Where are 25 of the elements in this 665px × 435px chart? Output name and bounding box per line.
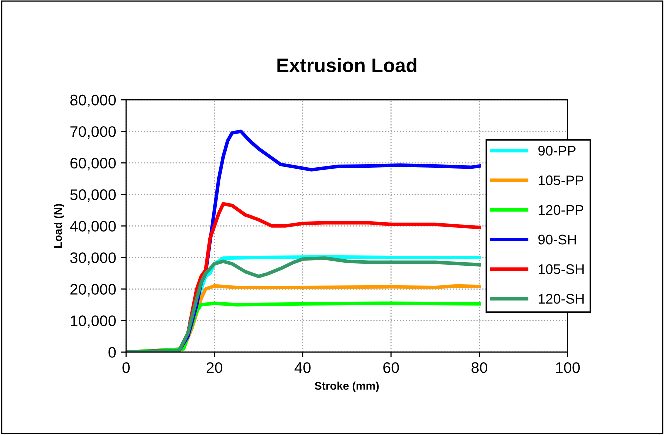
legend-label: 105-SH xyxy=(538,264,584,274)
y-tick-label: 20,000 xyxy=(70,284,116,297)
y-tick-label: 60,000 xyxy=(70,158,116,171)
y-tick-label: 10,000 xyxy=(71,316,116,328)
y-tick-label: 70,000 xyxy=(70,126,116,140)
x-tick-label: 80 xyxy=(472,362,488,374)
y-tick-label: 80,000 xyxy=(70,94,116,108)
y-tick-label: 50,000 xyxy=(70,190,116,202)
legend-label: 120-SH xyxy=(538,294,584,304)
y-tick-label: 40,000 xyxy=(70,221,116,234)
x-axis-title: Stroke (mm) xyxy=(315,382,379,392)
y-tick-label: 0 xyxy=(108,347,116,358)
x-tick-label: 0 xyxy=(122,362,130,374)
y-tick-label: 30,000 xyxy=(70,252,116,266)
legend-label: 120-PP xyxy=(538,205,584,216)
line-series xyxy=(126,256,482,352)
y-axis-title: Load (N) xyxy=(54,204,64,248)
x-tick-label: 40 xyxy=(294,362,311,374)
x-tick-label: 60 xyxy=(384,362,400,374)
x-tick-label: 100 xyxy=(556,362,580,374)
x-tick-label: 20 xyxy=(206,362,223,374)
legend-label: 90-SH xyxy=(538,234,576,245)
chart-title: Extrusion Load xyxy=(278,58,417,72)
legend-label: 105-PP xyxy=(538,176,584,186)
legend-label: 90-PP xyxy=(538,146,576,156)
